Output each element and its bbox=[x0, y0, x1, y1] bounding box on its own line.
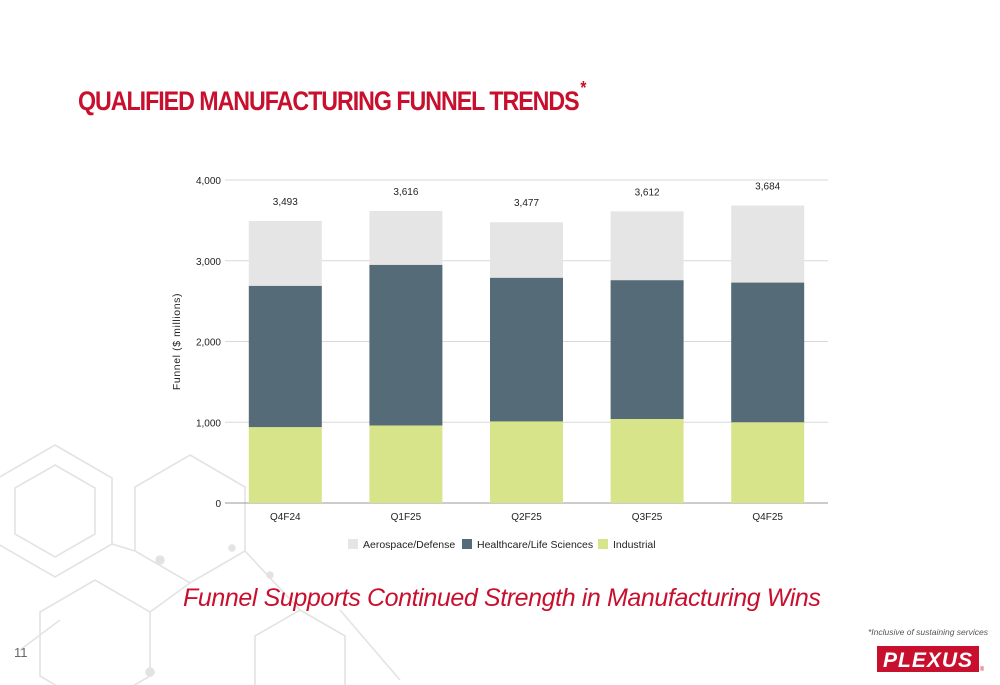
bar-aerospace-defense bbox=[731, 205, 805, 283]
bar-aerospace-defense bbox=[610, 211, 684, 281]
total-data-label: 3,684 bbox=[755, 182, 780, 193]
bar-industrial bbox=[490, 421, 563, 503]
bar-aerospace-defense bbox=[248, 220, 322, 286]
x-tick-label: Q2F25 bbox=[511, 512, 542, 523]
y-tick-label: 4,000 bbox=[196, 176, 221, 187]
y-axis-label: Funnel ($ millions) bbox=[171, 293, 183, 390]
title-asterisk: * bbox=[580, 78, 586, 98]
legend-swatch bbox=[348, 539, 358, 549]
plexus-logo: PLEXUS ® bbox=[877, 646, 985, 673]
footnote: *Inclusive of sustaining services bbox=[867, 627, 988, 637]
y-tick-label: 3,000 bbox=[196, 257, 221, 268]
bar-healthcare-life-sciences bbox=[369, 264, 443, 426]
legend-label: Aerospace/Defense bbox=[363, 539, 455, 551]
svg-text:PLEXUS: PLEXUS bbox=[883, 649, 973, 672]
page-number: 11 bbox=[14, 645, 28, 660]
x-tick-label: Q3F25 bbox=[632, 512, 663, 523]
total-data-label: 3,493 bbox=[273, 197, 298, 208]
x-tick-label: Q1F25 bbox=[391, 512, 422, 523]
bar-healthcare-life-sciences bbox=[490, 277, 563, 422]
bar-healthcare-life-sciences bbox=[731, 282, 805, 423]
y-tick-label: 2,000 bbox=[196, 338, 221, 349]
bar-aerospace-defense bbox=[490, 222, 563, 278]
title-text: QUALIFIED MANUFACTURING FUNNEL TRENDS bbox=[78, 86, 580, 116]
bar-industrial bbox=[610, 419, 684, 503]
y-tick-label: 0 bbox=[215, 499, 221, 510]
bar-industrial bbox=[369, 425, 443, 503]
total-data-label: 3,477 bbox=[514, 198, 539, 209]
legend-swatch bbox=[598, 539, 608, 549]
slide-subtitle: Funnel Supports Continued Strength in Ma… bbox=[183, 584, 821, 612]
svg-text:®: ® bbox=[980, 666, 985, 673]
total-data-label: 3,616 bbox=[393, 187, 418, 198]
y-tick-label: 1,000 bbox=[196, 418, 221, 429]
legend-label: Industrial bbox=[613, 539, 656, 551]
total-data-label: 3,612 bbox=[635, 187, 660, 198]
bar-healthcare-life-sciences bbox=[610, 280, 684, 420]
legend-swatch bbox=[462, 539, 472, 549]
x-tick-label: Q4F25 bbox=[752, 512, 783, 523]
x-tick-label: Q4F24 bbox=[270, 512, 301, 523]
bar-industrial bbox=[731, 422, 805, 503]
bar-healthcare-life-sciences bbox=[248, 285, 322, 428]
bar-industrial bbox=[248, 427, 322, 503]
page-title: QUALIFIED MANUFACTURING FUNNEL TRENDS* bbox=[78, 78, 586, 117]
legend-label: Healthcare/Life Sciences bbox=[477, 539, 593, 551]
bar-aerospace-defense bbox=[369, 211, 443, 265]
background-hexagon-decoration bbox=[0, 444, 401, 685]
